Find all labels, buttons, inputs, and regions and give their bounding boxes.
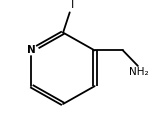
Text: N: N: [27, 45, 36, 55]
Text: I: I: [71, 0, 74, 10]
Text: NH₂: NH₂: [129, 67, 149, 77]
